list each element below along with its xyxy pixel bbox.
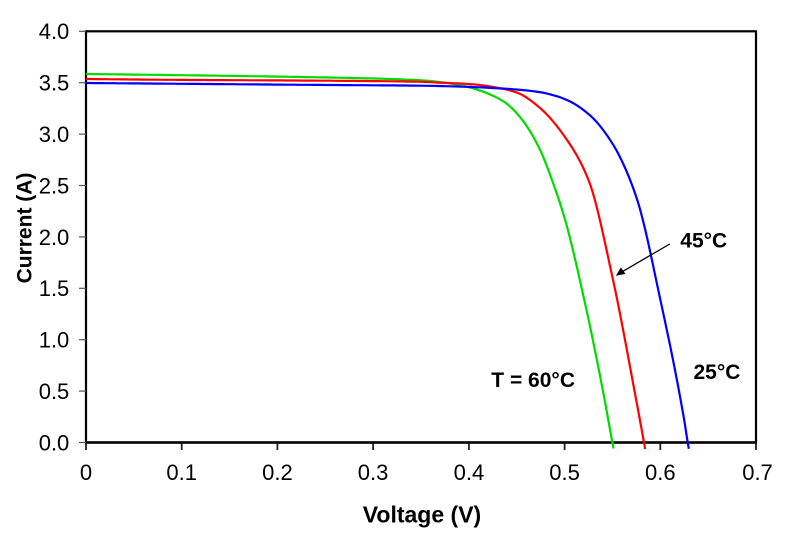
svg-text:0.5: 0.5 — [549, 460, 580, 485]
svg-text:2.0: 2.0 — [39, 225, 70, 250]
svg-text:0.3: 0.3 — [358, 460, 389, 485]
svg-text:T = 60°C: T = 60°C — [491, 369, 575, 392]
svg-text:Voltage (V): Voltage (V) — [363, 502, 481, 528]
svg-text:0.2: 0.2 — [262, 460, 293, 485]
svg-text:3.0: 3.0 — [39, 122, 70, 147]
svg-text:0: 0 — [80, 460, 92, 485]
svg-text:1.5: 1.5 — [39, 276, 70, 301]
svg-text:Current (A): Current (A) — [14, 173, 37, 284]
svg-text:2.5: 2.5 — [39, 173, 70, 198]
svg-text:0.5: 0.5 — [39, 379, 70, 404]
svg-text:0.7: 0.7 — [742, 460, 773, 485]
svg-text:0.6: 0.6 — [645, 460, 676, 485]
svg-text:0.1: 0.1 — [166, 460, 197, 485]
svg-text:25°C: 25°C — [694, 361, 741, 384]
svg-text:0.0: 0.0 — [39, 430, 70, 455]
svg-text:4.0: 4.0 — [39, 19, 70, 44]
svg-text:0.4: 0.4 — [454, 460, 485, 485]
svg-text:45°C: 45°C — [680, 230, 727, 253]
svg-text:1.0: 1.0 — [39, 328, 70, 353]
svg-text:3.5: 3.5 — [39, 71, 70, 96]
